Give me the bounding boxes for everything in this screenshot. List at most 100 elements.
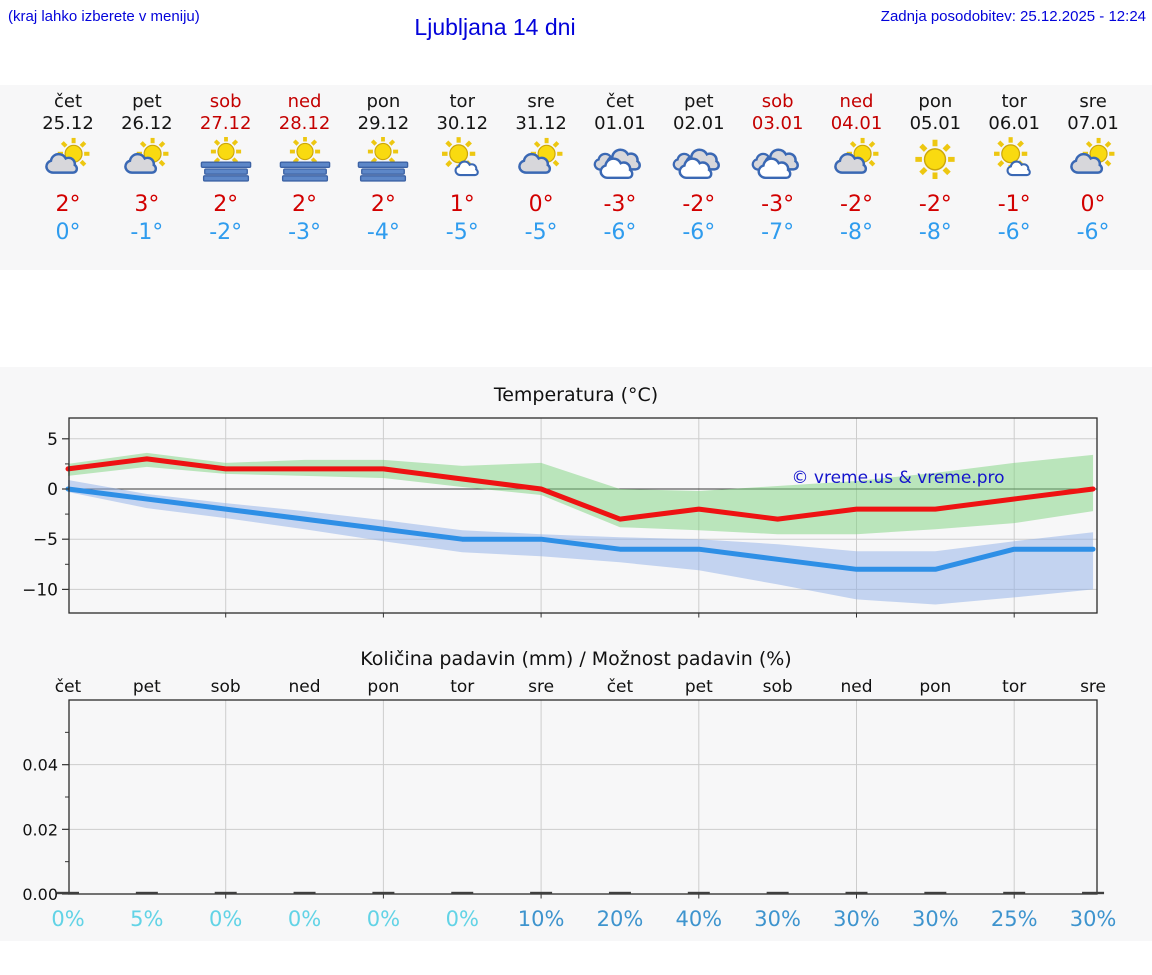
day-date-label: 29.12: [357, 113, 410, 134]
day-high-temp: 0°: [1080, 192, 1106, 217]
weather-icon-sun-small-cloud: [987, 137, 1041, 184]
day-column[interactable]: sre 07.01 0° -6°: [1053, 85, 1133, 247]
day-name-label: čet: [605, 91, 634, 112]
weather-icon-sun-cloud: [830, 137, 884, 184]
day-column[interactable]: tor 30.12 1° -5°: [422, 85, 502, 247]
precip-bar: [845, 891, 868, 895]
day-column[interactable]: čet 01.01 -3° -6°: [580, 85, 660, 247]
chart-day-label: ned: [840, 677, 872, 697]
temperature-chart-title: Temperatura (°C): [493, 384, 659, 406]
chart-day-label: sre: [1080, 677, 1106, 697]
day-name-label: sob: [761, 91, 794, 112]
day-column[interactable]: ned 28.12 2° -3°: [265, 85, 345, 247]
day-high-temp: 0°: [528, 192, 554, 217]
weather-icon-fog-sun: [278, 137, 332, 184]
weather-icon-sun-cloud: [120, 137, 174, 184]
precip-percent-label: 10%: [518, 907, 565, 931]
precip-percent-label: 40%: [675, 907, 722, 931]
weather-icon-cloudy: [672, 137, 726, 184]
weather-icon-wrap: [265, 135, 345, 191]
chart-day-label: tor: [1002, 677, 1026, 697]
day-name-label: tor: [449, 91, 475, 112]
day-high-temp: 2°: [213, 192, 239, 217]
day-column[interactable]: pon 29.12 2° -4°: [343, 85, 423, 247]
day-column[interactable]: čet 25.12 2° 0°: [28, 85, 108, 247]
precip-percent-label: 5%: [130, 907, 163, 931]
precip-percent-label: 30%: [754, 907, 801, 931]
day-date-label: 05.01: [909, 113, 962, 134]
day-low-temp: -8°: [840, 220, 873, 245]
chart-day-label: sob: [211, 677, 241, 697]
day-name-label: ned: [839, 91, 874, 112]
menu-hint-text: (kraj lahko izberete v meniju): [8, 8, 200, 25]
weather-icon-wrap: [1053, 135, 1133, 191]
day-high-temp: -2°: [682, 192, 716, 217]
day-date-label: 02.01: [673, 113, 725, 134]
weather-icon-wrap: [895, 135, 975, 191]
day-column[interactable]: sob 27.12 2° -2°: [186, 85, 266, 247]
day-date-label: 31.12: [515, 113, 567, 134]
y-tick-label: 0.02: [22, 820, 58, 839]
day-column[interactable]: pet 02.01 -2° -6°: [659, 85, 739, 247]
day-date-label: 04.01: [830, 113, 883, 134]
day-date-label: 06.01: [988, 113, 1040, 134]
day-date-label: 27.12: [199, 113, 252, 134]
day-high-temp: -3°: [761, 192, 795, 217]
temperature-plot-border: [68, 417, 1098, 614]
chart-day-label: ned: [289, 677, 321, 697]
day-date-label: 30.12: [436, 113, 489, 134]
precip-bar: [451, 891, 474, 895]
precip-percent-label: 30%: [912, 907, 959, 931]
precipitation-chart-title: Količina padavin (mm) / Možnost padavin …: [360, 648, 792, 670]
weather-icon-wrap: [422, 135, 502, 191]
precip-percent-label: 0%: [51, 907, 84, 931]
day-date-label: 26.12: [121, 113, 173, 134]
day-name-label: ned: [287, 91, 322, 112]
weather-icon-sun-cloud: [514, 137, 568, 184]
chart-day-label: pet: [685, 677, 713, 697]
day-column[interactable]: tor 06.01 -1° -6°: [974, 85, 1054, 247]
day-low-temp: -4°: [366, 220, 400, 245]
day-name-label: sob: [209, 91, 242, 112]
precip-percent-label: 0%: [446, 907, 479, 931]
chart-day-label: tor: [450, 677, 474, 697]
watermark-link[interactable]: © vreme.us & vreme.pro: [791, 468, 1004, 488]
precip-percent-label: 20%: [597, 907, 644, 931]
day-column[interactable]: sre 31.12 0° -5°: [501, 85, 581, 247]
day-name-label: pet: [684, 91, 714, 112]
weather-icon-wrap: [974, 135, 1054, 191]
day-name-label: čet: [53, 91, 83, 112]
page-title: Ljubljana 14 dni: [414, 14, 576, 40]
weather-icon-wrap: [738, 135, 818, 191]
day-column[interactable]: ned 04.01 -2° -8°: [817, 85, 897, 247]
day-low-temp: -2°: [209, 220, 243, 245]
weather-icon-wrap: [580, 135, 660, 191]
high-temp-line: [65, 456, 1096, 522]
day-low-temp: 0°: [55, 220, 81, 245]
day-date-label: 25.12: [42, 113, 94, 134]
day-name-label: sre: [1079, 91, 1107, 112]
weather-icon-wrap: [107, 135, 187, 191]
day-high-temp: -1°: [997, 192, 1031, 217]
day-high-temp: 2°: [55, 192, 81, 217]
precip-percent-label: 30%: [833, 907, 880, 931]
day-column[interactable]: sob 03.01 -3° -7°: [738, 85, 818, 247]
precip-bar: [293, 891, 316, 895]
day-column[interactable]: pet 26.12 3° -1°: [107, 85, 187, 247]
day-high-temp: 3°: [134, 192, 160, 217]
day-column[interactable]: pon 05.01 -2° -8°: [895, 85, 975, 247]
weather-icon-wrap: [343, 135, 423, 191]
day-name-label: sre: [527, 91, 555, 112]
precip-bar: [1003, 891, 1026, 895]
precip-percent-label: 0%: [209, 907, 242, 931]
day-low-temp: -6°: [997, 220, 1031, 245]
day-date-label: 01.01: [594, 113, 646, 134]
y-tick-label: 0: [47, 480, 58, 500]
day-date-label: 07.01: [1067, 113, 1119, 134]
precip-percent-label: 25%: [991, 907, 1038, 931]
day-low-temp: -6°: [1076, 220, 1110, 245]
y-tick-label: 0.00: [22, 885, 58, 904]
day-high-temp: -2°: [840, 192, 873, 217]
precip-percent-label: 0%: [367, 907, 400, 931]
